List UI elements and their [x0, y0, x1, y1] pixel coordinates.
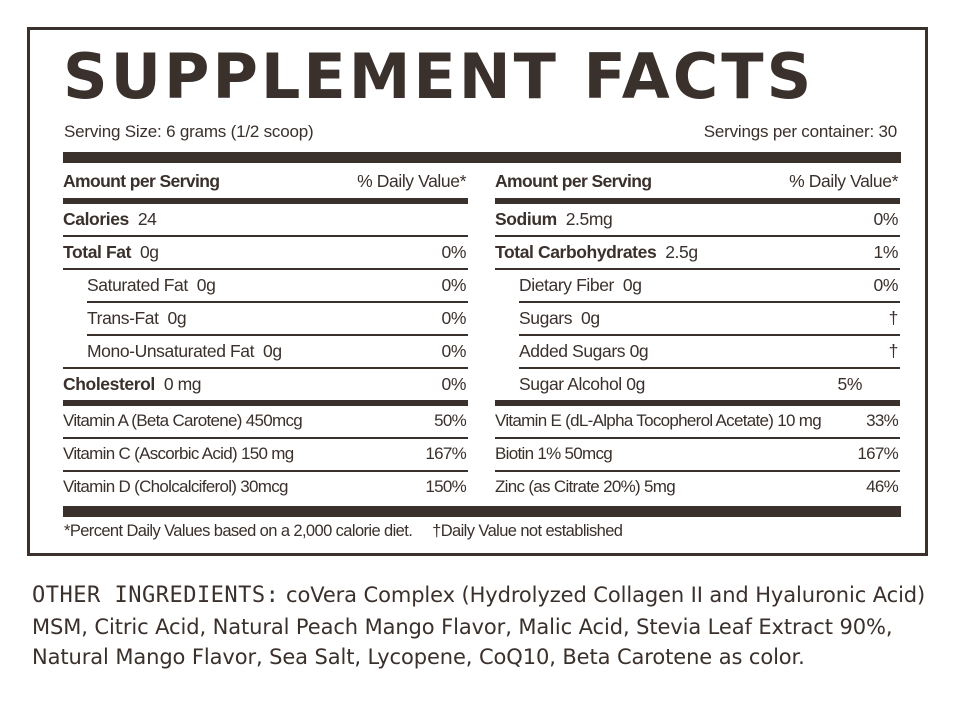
- nutrient-value: 0g: [139, 242, 159, 262]
- vitamin-name: Vitamin D (Cholcalciferol) 30mcg: [63, 477, 289, 496]
- nutrient-pct: 0%: [441, 341, 467, 361]
- nutrient-value: 24: [137, 209, 157, 229]
- row-divider: [63, 470, 468, 472]
- nutrient-pct: 0%: [441, 242, 467, 262]
- vitamin-pct: 167%: [425, 444, 466, 463]
- left-header-row: Amount per Serving % Daily Value*: [63, 166, 468, 196]
- vitamin-section-rule: [495, 400, 900, 406]
- nutrient-value: 0 mg: [163, 374, 202, 394]
- nutrient-pct: 0%: [441, 374, 467, 394]
- row-divider: [519, 301, 900, 303]
- serving-size: Serving Size: 6 grams (1/2 scoop): [64, 122, 314, 141]
- nutrient-name: Sugars: [519, 308, 573, 328]
- row-divider: [495, 235, 900, 237]
- nutrient-pct: 0%: [441, 275, 467, 295]
- vitamin-name: Vitamin E (dL-Alpha Tocopherol Acetate) …: [495, 411, 822, 430]
- row-divider: [519, 334, 900, 336]
- right-header-row: Amount per Serving % Daily Value*: [495, 166, 900, 196]
- ingredients-text: coVera Complex (Hydrolyzed Collagen II a…: [32, 583, 926, 669]
- nutrient-pct: 0%: [873, 275, 899, 295]
- footnote: *Percent Daily Values based on a 2,000 c…: [64, 522, 623, 540]
- row-divider: [495, 437, 900, 439]
- nutrient-value: 0g: [581, 308, 600, 328]
- row-divider: [63, 437, 468, 439]
- right-header-label: Amount per Serving: [495, 171, 652, 191]
- vitamin-row: Vitamin C (Ascorbic Acid) 150 mg 167%: [63, 439, 468, 469]
- vitamin-pct: 167%: [857, 444, 898, 463]
- nutrient-name: Trans-Fat: [87, 308, 159, 328]
- other-ingredients: OTHER INGREDIENTS: coVera Complex (Hydro…: [32, 580, 937, 673]
- nutrient-value: 0g: [263, 341, 282, 361]
- vitamin-pct: 150%: [425, 477, 466, 496]
- nutrient-name: Sodium: [495, 209, 557, 229]
- supplement-facts-panel: SUPPLEMENT FACTS Serving Size: 6 grams (…: [27, 27, 928, 556]
- left-header-label: Amount per Serving: [63, 171, 220, 191]
- row-divider: [63, 235, 468, 237]
- nutrient-row-total-fat: Total Fat 0g 0%: [63, 237, 468, 267]
- vitamin-row: Biotin 1% 50mcg 167%: [495, 439, 900, 469]
- nutrient-value: 2.5mg: [565, 209, 613, 229]
- right-header-pct: % Daily Value*: [789, 171, 898, 191]
- nutrient-row-added-sugars: Added Sugars 0g †: [495, 336, 900, 366]
- nutrient-row-mono-unsaturated-fat: Mono-Unsaturated Fat 0g 0%: [63, 336, 468, 366]
- ingredients-label: OTHER INGREDIENTS:: [32, 583, 280, 608]
- vitamin-pct: 33%: [866, 411, 899, 430]
- nutrient-value: 0g: [196, 275, 216, 295]
- vitamin-name: Vitamin A (Beta Carotene) 450mcg: [63, 411, 303, 430]
- nutrient-row-dietary-fiber: Dietary Fiber 0g 0%: [495, 270, 900, 300]
- nutrient-row-sugar-alcohol: Sugar Alcohol 0g 5%: [495, 369, 900, 399]
- vitamin-name: Zinc (as Citrate 20%) 5mg: [495, 477, 676, 496]
- nutrient-value: 0g: [626, 374, 645, 394]
- nutrient-name: Total Fat: [63, 242, 132, 262]
- nutrient-row-total-carbohydrates: Total Carbohydrates 2.5g 1%: [495, 237, 900, 267]
- bottom-thick-rule: [63, 506, 901, 517]
- row-divider: [87, 301, 468, 303]
- vitamin-pct: 50%: [434, 411, 467, 430]
- vitamin-section-rule: [63, 400, 468, 406]
- row-divider: [495, 470, 900, 472]
- nutrient-row-cholesterol: Cholesterol 0 mg 0%: [63, 369, 468, 399]
- nutrient-value: 2.5g: [665, 242, 698, 262]
- row-divider: [87, 334, 468, 336]
- vitamin-name: Vitamin C (Ascorbic Acid) 150 mg: [63, 444, 294, 463]
- nutrient-pct: 5%: [837, 374, 863, 394]
- row-divider: [63, 367, 468, 369]
- nutrient-row-sugars: Sugars 0g †: [495, 303, 900, 333]
- nutrient-row-trans-fat: Trans-Fat 0g 0%: [63, 303, 468, 333]
- nutrient-pct: †: [888, 308, 899, 328]
- nutrient-name: Mono-Unsaturated Fat: [87, 341, 255, 361]
- nutrient-name: Dietary Fiber: [519, 275, 614, 295]
- servings-per-container: Servings per container: 30: [703, 122, 897, 141]
- nutrient-name: Cholesterol: [63, 374, 155, 394]
- nutrient-pct: †: [888, 341, 899, 361]
- vitamin-row: Vitamin D (Cholcalciferol) 30mcg 150%: [63, 472, 468, 502]
- left-header-rule: [63, 198, 468, 204]
- nutrient-value: 0g: [622, 275, 642, 295]
- nutrient-row-saturated-fat: Saturated Fat 0g 0%: [63, 270, 468, 300]
- vitamin-row: Vitamin E (dL-Alpha Tocopherol Acetate) …: [495, 406, 900, 436]
- vitamin-row: Zinc (as Citrate 20%) 5mg 46%: [495, 472, 900, 502]
- left-header-pct: % Daily Value*: [357, 171, 466, 191]
- vitamin-pct: 46%: [866, 477, 899, 496]
- nutrient-name: Added Sugars: [519, 341, 626, 361]
- right-header-rule: [495, 198, 900, 204]
- top-thick-rule: [63, 152, 901, 163]
- nutrient-pct: 0%: [873, 209, 899, 229]
- nutrient-name: Saturated Fat: [87, 275, 188, 295]
- vitamin-name: Biotin 1% 50mcg: [495, 444, 613, 463]
- nutrient-pct: 0%: [441, 308, 467, 328]
- nutrient-row-sodium: Sodium 2.5mg 0%: [495, 204, 900, 234]
- nutrient-row-calories: Calories 24: [63, 204, 468, 234]
- row-divider: [519, 367, 900, 369]
- row-divider: [495, 268, 900, 270]
- nutrient-name: Total Carbohydrates: [495, 242, 657, 262]
- nutrient-value: 0g: [629, 341, 649, 361]
- panel-title: SUPPLEMENT FACTS: [63, 40, 815, 113]
- vitamin-row: Vitamin A (Beta Carotene) 450mcg 50%: [63, 406, 468, 436]
- nutrient-pct: 1%: [873, 242, 899, 262]
- nutrient-name: Calories: [63, 209, 129, 229]
- nutrient-name: Sugar Alcohol: [519, 374, 622, 394]
- nutrient-value: 0g: [167, 308, 187, 328]
- row-divider: [63, 268, 468, 270]
